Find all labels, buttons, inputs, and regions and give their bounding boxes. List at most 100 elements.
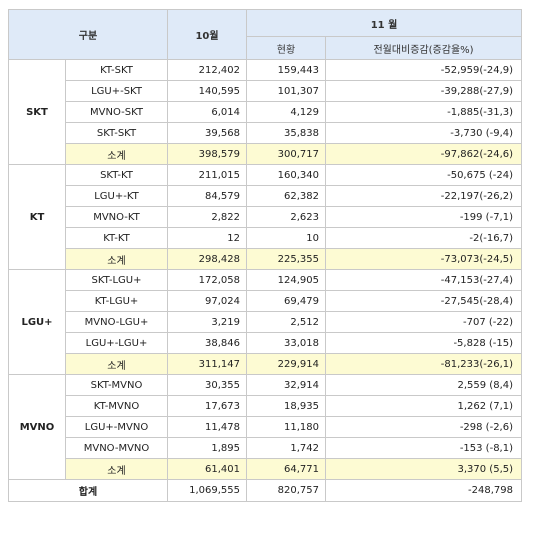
current-status-header: 현황 (246, 36, 326, 60)
subtotal-november-value: 225,355 (246, 248, 326, 270)
october-value: 39,568 (167, 122, 247, 144)
subtotal-october-value: 61,401 (167, 458, 247, 480)
category-header: 구분 (8, 9, 168, 60)
change-value: -5,828 (-15) (324, 332, 523, 354)
subtotal-row: 소계 61,401 64,771 3,370 (5,5) (9, 458, 523, 480)
october-value: 97,024 (167, 290, 247, 312)
grand-total-november-value: 820,757 (246, 479, 326, 502)
subtotal-october-value: 398,579 (167, 143, 247, 165)
october-value: 1,895 (167, 437, 247, 459)
change-value: -22,197(-26,2) (324, 185, 523, 207)
october-value: 17,673 (167, 395, 247, 417)
change-value: -50,675 (-24) (324, 164, 523, 186)
table-row: KT-MVNO 17,673 18,935 1,262 (7,1) (9, 395, 523, 417)
porting-route-label: SKT-LGU+ (65, 269, 168, 291)
october-value: 30,355 (167, 374, 247, 396)
october-value: 84,579 (167, 185, 247, 207)
subtotal-label: 소계 (65, 353, 168, 375)
november-value: 2,623 (246, 206, 326, 228)
porting-route-label: KT-KT (65, 227, 168, 249)
october-value: 11,478 (167, 416, 247, 438)
carrier-group-label: KT (8, 164, 66, 270)
change-value: -52,959(-24,9) (324, 59, 523, 81)
table-row: KT SKT-KT 211,015 160,340 -50,675 (-24) (8, 164, 523, 270)
october-value: 212,402 (167, 59, 247, 81)
change-value: -298 (-2,6) (324, 416, 523, 438)
november-value: 2,512 (246, 311, 326, 333)
subtotal-label: 소계 (65, 143, 168, 165)
grand-total-row: 합계 1,069,555 820,757 -248,798 (8, 479, 523, 502)
change-value: -707 (-22) (324, 311, 523, 333)
porting-route-label: SKT-KT (65, 164, 168, 186)
porting-route-label: MVNO-SKT (65, 101, 168, 123)
october-value: 38,846 (167, 332, 247, 354)
november-value: 35,838 (246, 122, 326, 144)
porting-route-label: SKT-MVNO (65, 374, 168, 396)
change-value: -1,885(-31,3) (324, 101, 523, 123)
change-value: 1,262 (7,1) (324, 395, 523, 417)
header-row-2: 현황 전월대비증감(증감율%) (9, 36, 523, 60)
subtotal-november-value: 300,717 (246, 143, 326, 165)
november-value: 4,129 (246, 101, 326, 123)
change-value: -39,288(-27,9) (324, 80, 523, 102)
november-value: 11,180 (246, 416, 326, 438)
october-value: 211,015 (167, 164, 247, 186)
november-value: 33,018 (246, 332, 326, 354)
november-value: 1,742 (246, 437, 326, 459)
november-value: 159,443 (246, 59, 326, 81)
october-value: 3,219 (167, 311, 247, 333)
october-value: 140,595 (167, 80, 247, 102)
porting-route-label: LGU+-LGU+ (65, 332, 168, 354)
table-row: MVNO-MVNO 1,895 1,742 -153 (-8,1) (9, 437, 523, 459)
grand-total-change-value: -248,798 (324, 479, 523, 502)
change-value: -2(-16,7) (324, 227, 523, 249)
table-row: MVNO SKT-MVNO 30,355 32,914 2,559 (8,4) (8, 374, 523, 480)
subtotal-october-value: 311,147 (167, 353, 247, 375)
november-value: 124,905 (246, 269, 326, 291)
subtotal-label: 소계 (65, 458, 168, 480)
change-value: -199 (-7,1) (324, 206, 523, 228)
subtotal-october-value: 298,428 (167, 248, 247, 270)
october-value: 12 (167, 227, 247, 249)
change-value: -27,545(-28,4) (324, 290, 523, 312)
porting-route-label: MVNO-MVNO (65, 437, 168, 459)
porting-route-label: LGU+-KT (65, 185, 168, 207)
grand-total-october-value: 1,069,555 (167, 479, 247, 502)
table-body: SKT KT-SKT 212,402 159,443 -52,959(-24,9) LGU… (8, 59, 523, 502)
october-value: 2,822 (167, 206, 247, 228)
porting-statistics-table: 구분 10월 11 월 현황 전월대비증감(증감율%) SKT KT-SKT 212… (8, 9, 523, 502)
november-value: 101,307 (246, 80, 326, 102)
table-row: MVNO-LGU+ 3,219 2,512 -707 (-22) (9, 311, 523, 333)
porting-route-label: LGU+-SKT (65, 80, 168, 102)
porting-route-label: KT-MVNO (65, 395, 168, 417)
porting-route-label: LGU+-MVNO (65, 416, 168, 438)
november-header: 11 월 (245, 9, 523, 37)
porting-route-label: MVNO-LGU+ (65, 311, 168, 333)
subtotal-change-value: -73,073(-24,5) (324, 248, 523, 270)
november-value: 160,340 (246, 164, 326, 186)
subtotal-change-value: 3,370 (5,5) (324, 458, 523, 480)
change-value: -47,153(-27,4) (324, 269, 523, 291)
november-value: 18,935 (246, 395, 326, 417)
november-value: 62,382 (246, 185, 326, 207)
october-header: 10월 (167, 9, 247, 60)
october-value: 6,014 (167, 101, 247, 123)
table-row: SKT-SKT 39,568 35,838 -3,730 (-9,4) (9, 122, 523, 144)
table-row: MVNO-KT 2,822 2,623 -199 (-7,1) (9, 206, 523, 228)
subtotal-november-value: 229,914 (246, 353, 326, 375)
subtotal-row: 소계 398,579 300,717 -97,862(-24,6) (9, 143, 523, 165)
change-header: 전월대비증감(증감율%) (324, 36, 523, 60)
porting-route-label: KT-LGU+ (65, 290, 168, 312)
grand-total-label: 합계 (8, 479, 168, 502)
porting-route-label: MVNO-KT (65, 206, 168, 228)
porting-route-label: SKT-SKT (65, 122, 168, 144)
carrier-group-label: MVNO (8, 374, 66, 480)
carrier-group-label: SKT (8, 59, 66, 165)
subtotal-change-value: -81,233(-26,1) (324, 353, 523, 375)
table-row: KT-KT 12 10 -2(-16,7) (9, 227, 523, 249)
table-row: LGU+-SKT 140,595 101,307 -39,288(-27,9) (9, 80, 523, 102)
table-row: LGU+ SKT-LGU+ 172,058 124,905 -47,153(-27,4) (8, 269, 523, 375)
header-row-1: 구분 10월 11 월 (8, 9, 523, 60)
change-value: -153 (-8,1) (324, 437, 523, 459)
subtotal-row: 소계 298,428 225,355 -73,073(-24,5) (9, 248, 523, 270)
